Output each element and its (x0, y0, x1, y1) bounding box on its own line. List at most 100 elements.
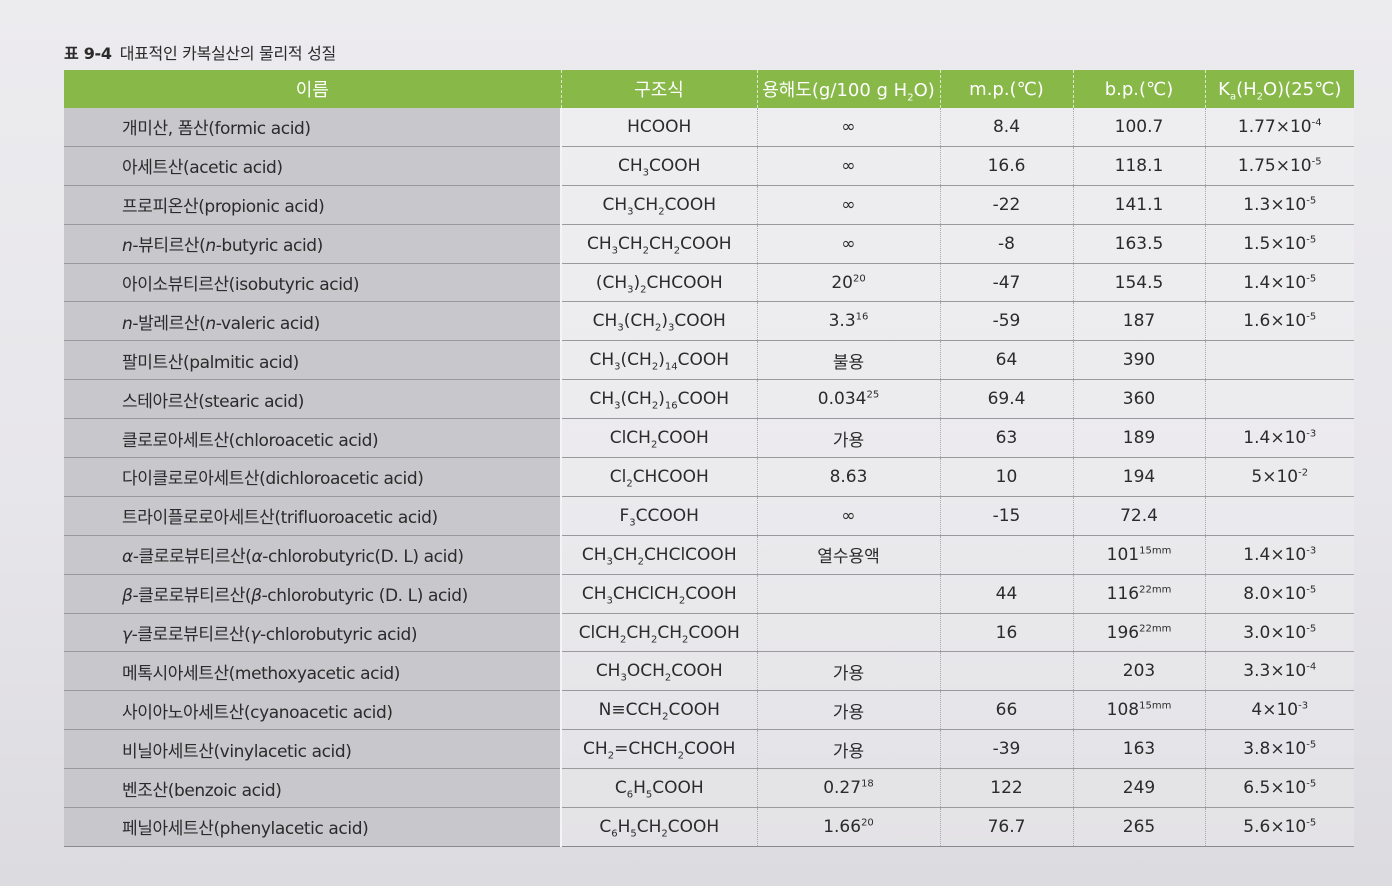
melting-point-cell: 10 (939, 457, 1073, 497)
ka-cell (1204, 379, 1354, 420)
header-name: 이름 (64, 70, 561, 108)
table-number: 표 9-4 (64, 44, 112, 63)
ka-cell: 3.8×10-5 (1204, 729, 1354, 770)
name-cell: α-클로로뷰티르산(α-chlorobutyric(D. L) acid) (64, 535, 562, 575)
melting-point-cell (939, 535, 1073, 575)
formula-cell: CH3(CH2)14COOH (560, 340, 757, 381)
name-cell: 사이아노아세트산(cyanoacetic acid) (64, 690, 562, 731)
formula-cell: CH3CH2CH2COOH (560, 224, 757, 264)
table-row: 사이아노아세트산(cyanoacetic acid) N≡CCH2COOH 가용 66… (64, 690, 1354, 731)
header-formula: 구조식 (560, 70, 757, 108)
melting-point-cell: 66 (939, 690, 1073, 731)
solubility-cell: 가용 (756, 418, 940, 459)
melting-point-cell: 8.4 (939, 108, 1073, 147)
boiling-point-cell: 203 (1072, 651, 1205, 692)
table-row: 비닐아세트산(vinylacetic acid) CH2=CHCH2COOH 가용 -… (64, 729, 1354, 770)
solubility-cell: 8.63 (756, 457, 940, 497)
table-row: n-뷰티르산(n-butyric acid) CH3CH2CH2COOH ∞ -8 16… (64, 224, 1354, 264)
boiling-point-cell: 187 (1072, 301, 1205, 342)
formula-cell: ClCH2CH2CH2COOH (560, 613, 757, 653)
name-cell: γ-클로로뷰티르산(γ-chlorobutyric acid) (64, 613, 562, 653)
ka-cell: 5×10-2 (1204, 457, 1354, 497)
solubility-cell: 0.03425 (756, 379, 940, 420)
solubility-cell: ∞ (756, 224, 940, 264)
formula-cell: C6H5COOH (560, 768, 757, 809)
name-cell: 아세트산(acetic acid) (64, 146, 562, 186)
ka-cell: 3.0×10-5 (1204, 613, 1354, 653)
formula-cell: CH3(CH2)3COOH (560, 301, 757, 342)
melting-point-cell: -8 (939, 224, 1073, 264)
name-cell: n-뷰티르산(n-butyric acid) (64, 224, 562, 264)
melting-point-cell: 64 (939, 340, 1073, 381)
name-cell: 클로로아세트산(chloroacetic acid) (64, 418, 562, 459)
table-row: 클로로아세트산(chloroacetic acid) ClCH2COOH 가용 63 1… (64, 418, 1354, 459)
table-row: 메톡시아세트산(methoxyacetic acid) CH3OCH2COOH 가용… (64, 651, 1354, 692)
boiling-point-cell: 265 (1072, 807, 1205, 847)
table-body: 개미산, 폼산(formic acid) HCOOH ∞ 8.4 100.7 1.77×1… (64, 108, 1354, 847)
boiling-point-cell: 249 (1072, 768, 1205, 809)
ka-cell: 6.5×10-5 (1204, 768, 1354, 809)
formula-cell: CH3CHClCH2COOH (560, 574, 757, 614)
boiling-point-cell: 154.5 (1072, 263, 1205, 303)
table-row: 트라이플로로아세트산(trifluoroacetic acid) F3CCOOH ∞… (64, 496, 1354, 536)
table-row: 다이클로로아세트산(dichloroacetic acid) Cl2CHCOOH 8… (64, 457, 1354, 497)
carboxylic-acid-properties-table: 이름 구조식 용해도(g/100 g H2O) m.p.(℃) b.p.(℃) … (64, 70, 1354, 847)
boiling-point-cell: 163.5 (1072, 224, 1205, 264)
ka-cell: 1.4×10-3 (1204, 418, 1354, 459)
boiling-point-cell: 189 (1072, 418, 1205, 459)
boiling-point-cell: 100.7 (1072, 108, 1205, 147)
formula-cell: HCOOH (560, 108, 757, 147)
table-caption: 표 9-4 대표적인 카복실산의 물리적 성질 (64, 40, 336, 64)
solubility-cell: 0.2718 (756, 768, 940, 809)
solubility-cell: ∞ (756, 108, 940, 147)
melting-point-cell: 44 (939, 574, 1073, 614)
solubility-cell (756, 613, 940, 653)
boiling-point-cell: 72.4 (1072, 496, 1205, 536)
name-cell: 개미산, 폼산(formic acid) (64, 108, 562, 147)
table-row: 팔미트산(palmitic acid) CH3(CH2)14COOH 불용 64 390 (64, 340, 1354, 381)
melting-point-cell: 63 (939, 418, 1073, 459)
table-row: 스테아르산(stearic acid) CH3(CH2)16COOH 0.03425… (64, 379, 1354, 420)
table-row: 프로피온산(propionic acid) CH3CH2COOH ∞ -22 141.1… (64, 185, 1354, 225)
boiling-point-cell: 11622mm (1072, 574, 1205, 614)
table-row: α-클로로뷰티르산(α-chlorobutyric(D. L) acid) CH3… (64, 535, 1354, 575)
formula-cell: CH3COOH (560, 146, 757, 186)
name-cell: 페닐아세트산(phenylacetic acid) (64, 807, 562, 847)
formula-cell: CH3OCH2COOH (560, 651, 757, 692)
header-boiling-point: b.p.(℃) (1072, 70, 1205, 108)
solubility-cell: ∞ (756, 146, 940, 186)
solubility-cell: 가용 (756, 690, 940, 731)
solubility-cell: 열수용액 (756, 535, 940, 575)
formula-cell: (CH3)2CHCOOH (560, 263, 757, 303)
formula-cell: CH2=CHCH2COOH (560, 729, 757, 770)
solubility-cell: ∞ (756, 185, 940, 225)
solubility-cell: 가용 (756, 651, 940, 692)
name-cell: n-발레르산(n-valeric acid) (64, 301, 562, 342)
ka-cell: 4×10-3 (1204, 690, 1354, 731)
melting-point-cell: 16 (939, 613, 1073, 653)
boiling-point-cell: 360 (1072, 379, 1205, 420)
ka-cell: 5.6×10-5 (1204, 807, 1354, 847)
boiling-point-cell: 10815mm (1072, 690, 1205, 731)
formula-cell: ClCH2COOH (560, 418, 757, 459)
table-title: 대표적인 카복실산의 물리적 성질 (119, 44, 337, 63)
boiling-point-cell: 194 (1072, 457, 1205, 497)
table-row: 아세트산(acetic acid) CH3COOH ∞ 16.6 118.1 1.75×1… (64, 146, 1354, 186)
solubility-cell: 2020 (756, 263, 940, 303)
ka-cell: 1.6×10-5 (1204, 301, 1354, 342)
formula-cell: CH3CH2CHClCOOH (560, 535, 757, 575)
table-row: 벤조산(benzoic acid) C6H5COOH 0.2718 122 249 6.5… (64, 768, 1354, 809)
ka-cell: 1.4×10-3 (1204, 535, 1354, 575)
name-cell: 벤조산(benzoic acid) (64, 768, 562, 809)
ka-cell: 3.3×10-4 (1204, 651, 1354, 692)
name-cell: 스테아르산(stearic acid) (64, 379, 562, 420)
melting-point-cell: -47 (939, 263, 1073, 303)
boiling-point-cell: 19622mm (1072, 613, 1205, 653)
melting-point-cell: -22 (939, 185, 1073, 225)
ka-cell (1204, 340, 1354, 381)
name-cell: β-클로로뷰티르산(β-chlorobutyric (D. L) acid) (64, 574, 562, 614)
ka-cell: 1.77×10-4 (1204, 108, 1354, 147)
ka-cell: 1.3×10-5 (1204, 185, 1354, 225)
boiling-point-cell: 141.1 (1072, 185, 1205, 225)
